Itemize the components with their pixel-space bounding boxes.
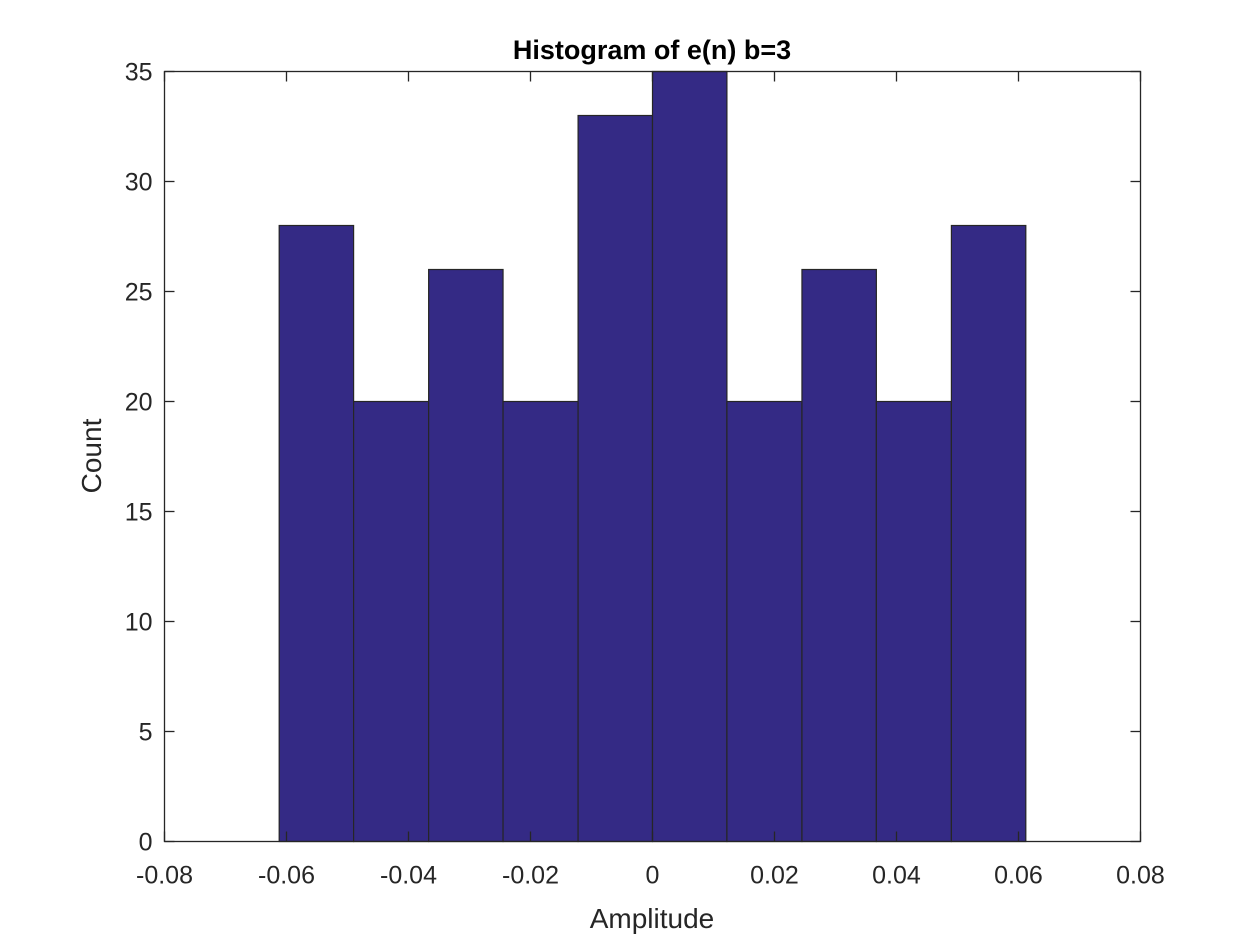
histogram-bar: [278, 224, 355, 843]
histogram-bar: [428, 268, 504, 843]
y-axis-ticks: 0 5 10 15 20 25 30 35: [125, 59, 1141, 857]
histogram-bar: [726, 400, 803, 843]
histogram-bar: [577, 114, 654, 843]
x-tick-label: 0.08: [1116, 862, 1165, 890]
x-axis-label: Amplitude: [590, 903, 715, 934]
x-tick-label: 0.02: [750, 862, 799, 890]
x-tick-label: 0.04: [872, 862, 921, 890]
y-axis-label: Count: [76, 418, 107, 493]
x-tick-label: 0.06: [994, 862, 1043, 890]
histogram-bar: [353, 400, 430, 843]
x-tick-label: -0.06: [258, 862, 315, 890]
y-tick-label: 15: [125, 499, 153, 527]
histogram-bar: [651, 70, 728, 843]
histogram-bar: [801, 268, 877, 843]
chart-title: Histogram of e(n) b=3: [513, 35, 791, 65]
y-tick-label: 25: [125, 279, 153, 307]
y-tick-label: 10: [125, 609, 153, 637]
x-tick-label: 0: [646, 862, 660, 890]
histogram-bar: [875, 400, 952, 843]
x-tick-label: -0.04: [380, 862, 437, 890]
bars-group: [278, 70, 1027, 843]
y-tick-label: 20: [125, 389, 153, 417]
x-tick-label: -0.02: [502, 862, 559, 890]
x-axis-ticks: -0.08 -0.06 -0.04 -0.02 0 0.02 0.04 0.06 0.08: [136, 71, 1165, 890]
y-tick-label: 5: [139, 719, 153, 747]
x-tick-label: -0.08: [136, 862, 193, 890]
y-tick-label: 30: [125, 169, 153, 197]
y-tick-label: 0: [139, 829, 153, 857]
histogram-bar: [950, 224, 1027, 843]
y-tick-label: 35: [125, 59, 153, 87]
histogram-bar: [502, 400, 579, 843]
